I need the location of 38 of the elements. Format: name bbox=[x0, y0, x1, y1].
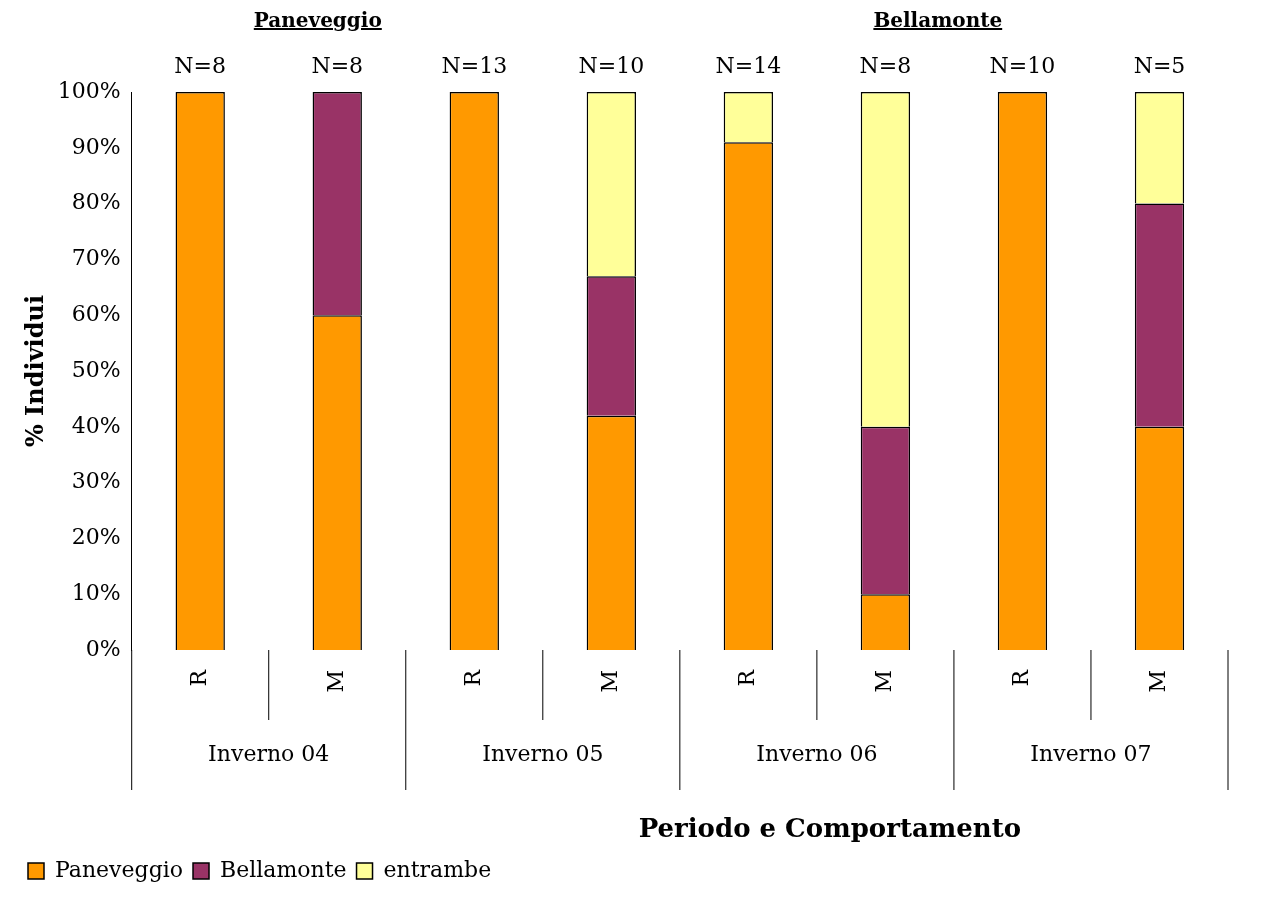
text: Inverno 05 bbox=[482, 740, 604, 766]
text: N=5 bbox=[1133, 52, 1186, 78]
x-tick-label: R bbox=[185, 668, 211, 687]
legend-label: Bellamonte bbox=[220, 856, 347, 882]
y-tick-label: 20% bbox=[71, 524, 121, 550]
text: Inverno 06 bbox=[756, 740, 878, 766]
y-tick-label: 40% bbox=[71, 412, 121, 438]
y-tick-label: 70% bbox=[71, 245, 121, 271]
text: Bellamonte bbox=[873, 8, 1003, 32]
y-tick-label: 80% bbox=[71, 189, 121, 215]
y-tick-label: 0% bbox=[85, 635, 121, 661]
x-axis-title: Periodo e Comportamento bbox=[638, 812, 1022, 843]
text: N=8 bbox=[174, 52, 227, 78]
text: N=10 bbox=[578, 52, 645, 78]
text: Paneveggio bbox=[253, 8, 382, 32]
y-tick-label: 30% bbox=[71, 468, 121, 494]
text: N=8 bbox=[311, 52, 364, 78]
x-tick-label: R bbox=[460, 668, 486, 687]
x-tick-label: M bbox=[597, 670, 623, 693]
y-tick-label: 90% bbox=[71, 133, 121, 159]
y-tick-label: 50% bbox=[71, 356, 121, 382]
y-tick-label: 60% bbox=[71, 300, 121, 326]
y-tick-label: 100% bbox=[57, 77, 121, 103]
text: N=14 bbox=[715, 52, 782, 78]
text: N=10 bbox=[989, 52, 1056, 78]
y-axis-title: % Individui bbox=[19, 294, 49, 448]
legend-label: entrambe bbox=[383, 856, 492, 882]
legend-label: Paneveggio bbox=[55, 856, 184, 882]
text: Inverno 07 bbox=[1030, 740, 1152, 766]
text: Inverno 04 bbox=[208, 740, 330, 766]
x-tick-label: R bbox=[1008, 668, 1034, 687]
y-tick-label: 10% bbox=[71, 579, 121, 605]
x-tick-label: M bbox=[1145, 670, 1171, 693]
x-tick-label: M bbox=[871, 670, 897, 693]
text: N=8 bbox=[859, 52, 912, 78]
text: N=13 bbox=[441, 52, 508, 78]
x-tick-label: M bbox=[322, 670, 348, 693]
x-tick-label: R bbox=[734, 668, 760, 687]
